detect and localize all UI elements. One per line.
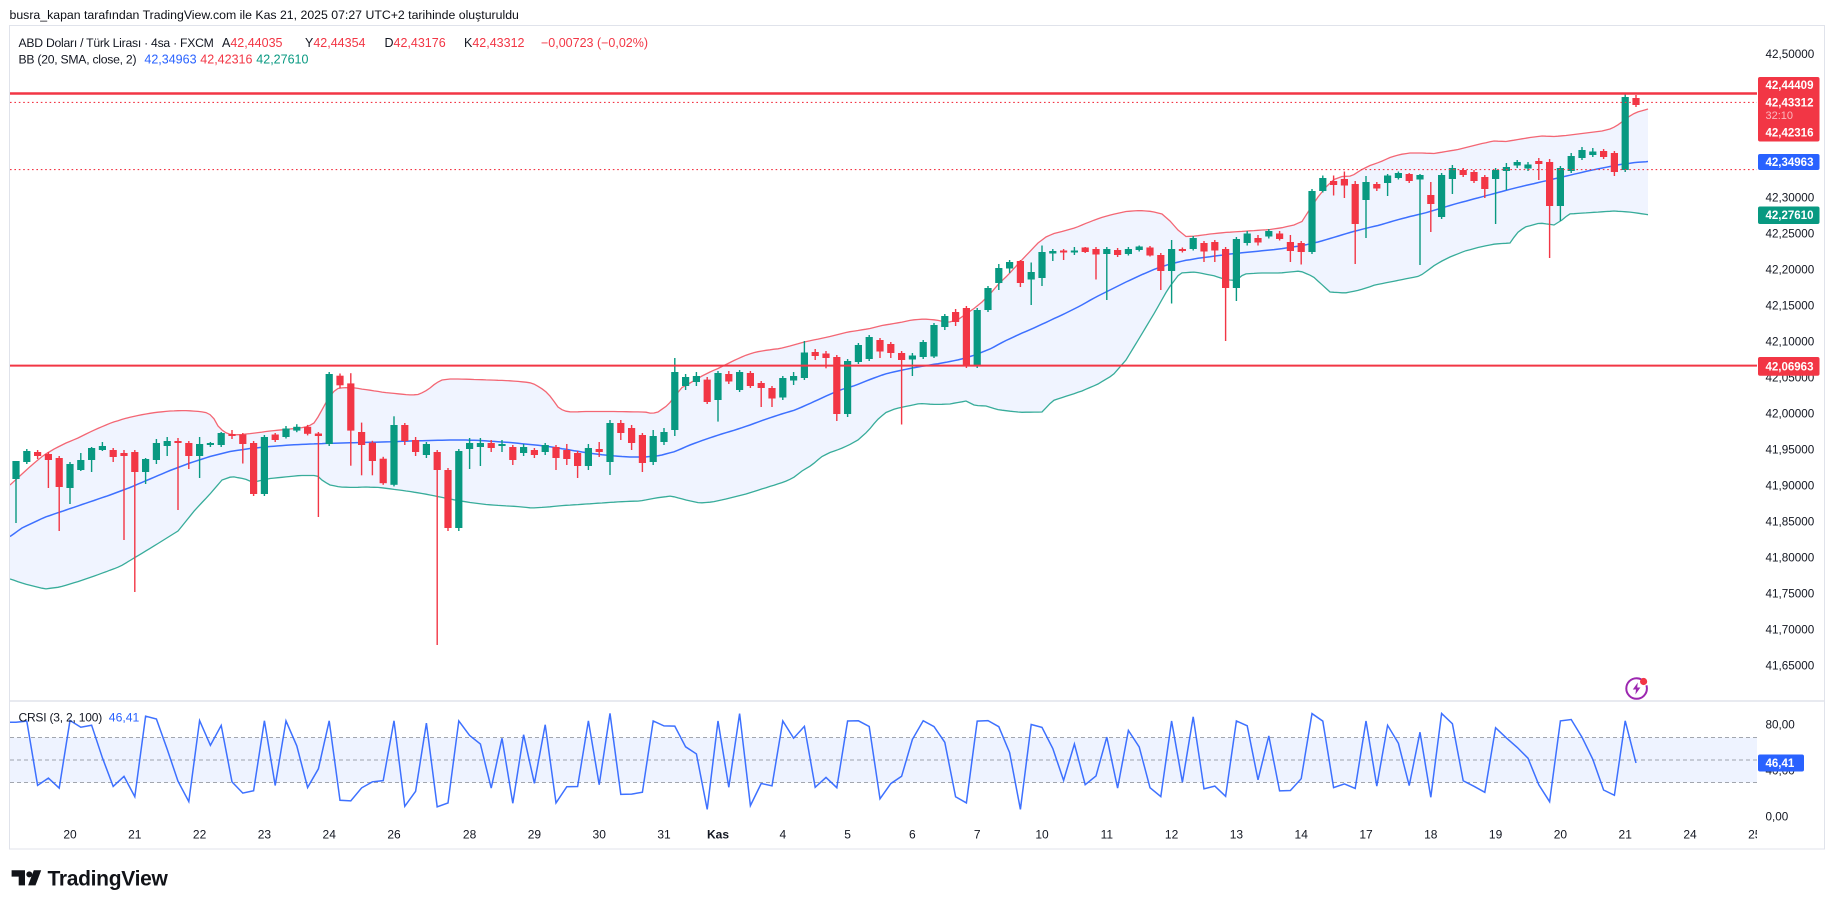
svg-text:42,30000: 42,30000 [1766,192,1815,205]
svg-text:28: 28 [463,828,477,842]
svg-text:42,00000: 42,00000 [1766,408,1815,421]
svg-text:busra_kapan tarafından Trading: busra_kapan tarafından TradingView.com i… [10,8,520,22]
svg-text:22: 22 [193,828,207,842]
svg-text:11: 11 [1101,828,1114,842]
svg-text:42,42316: 42,42316 [1766,128,1814,140]
svg-text:21: 21 [1619,828,1633,842]
svg-text:20: 20 [63,828,77,842]
svg-text:12: 12 [1165,828,1179,842]
svg-text:30: 30 [593,828,607,842]
svg-text:D42,43176: D42,43176 [385,36,446,50]
svg-text:17: 17 [1359,828,1373,842]
svg-text:Y42,44354: Y42,44354 [305,36,366,50]
svg-text:K42,43312: K42,43312 [464,36,525,50]
svg-text:41,65000: 41,65000 [1766,660,1815,673]
svg-text:42,34963: 42,34963 [1766,157,1814,169]
svg-text:CRSI (3, 2, 100): CRSI (3, 2, 100) [19,710,103,724]
svg-text:46,41: 46,41 [109,710,140,724]
svg-text:24: 24 [323,828,337,842]
svg-text:41,90000: 41,90000 [1766,480,1815,493]
svg-text:21: 21 [128,828,142,842]
svg-text:19: 19 [1489,828,1503,842]
svg-text:31: 31 [657,828,671,842]
svg-text:41,95000: 41,95000 [1766,444,1815,457]
svg-text:0,00: 0,00 [1766,811,1789,824]
svg-text:42,50000: 42,50000 [1766,48,1815,61]
svg-text:20: 20 [1554,828,1568,842]
svg-text:42,20000: 42,20000 [1766,264,1815,277]
svg-text:42,10000: 42,10000 [1766,336,1815,349]
svg-text:41,75000: 41,75000 [1766,588,1815,601]
svg-text:41,70000: 41,70000 [1766,624,1815,637]
svg-text:18: 18 [1424,828,1438,842]
svg-text:24: 24 [1683,828,1697,842]
svg-text:23: 23 [258,828,272,842]
svg-text:42,27610: 42,27610 [256,52,308,66]
svg-text:5: 5 [844,828,851,842]
svg-text:ABD Doları / Türk Lirası · 4sa: ABD Doları / Türk Lirası · 4sa · FXCM [19,36,214,50]
svg-text:32:10: 32:10 [1766,110,1794,122]
svg-text:42,06963: 42,06963 [1766,362,1814,374]
svg-text:42,25000: 42,25000 [1766,228,1815,241]
svg-text:TradingView: TradingView [48,867,169,890]
svg-text:14: 14 [1295,828,1309,842]
svg-text:29: 29 [528,828,542,842]
svg-text:7: 7 [974,828,981,842]
svg-text:Kas: Kas [707,828,729,842]
svg-text:42,15000: 42,15000 [1766,300,1815,313]
svg-text:41,85000: 41,85000 [1766,516,1815,529]
svg-text:42,44409: 42,44409 [1766,80,1814,92]
svg-text:80,00: 80,00 [1766,719,1796,732]
svg-text:10: 10 [1035,828,1049,842]
svg-text:−0,00723 (−0,02%): −0,00723 (−0,02%) [541,36,648,50]
svg-text:25: 25 [1748,828,1762,842]
svg-text:46,41: 46,41 [1766,758,1795,770]
svg-text:42,34963: 42,34963 [144,52,196,66]
svg-text:A42,44035: A42,44035 [222,36,283,50]
svg-text:4: 4 [779,828,786,842]
svg-text:26: 26 [387,828,401,842]
svg-text:42,42316: 42,42316 [200,52,252,66]
svg-text:42,43312: 42,43312 [1766,98,1814,110]
svg-text:13: 13 [1230,828,1244,842]
svg-text:BB (20, SMA, close, 2): BB (20, SMA, close, 2) [19,52,137,66]
svg-text:6: 6 [909,828,916,842]
svg-text:41,80000: 41,80000 [1766,552,1815,565]
svg-text:42,27610: 42,27610 [1766,210,1814,222]
